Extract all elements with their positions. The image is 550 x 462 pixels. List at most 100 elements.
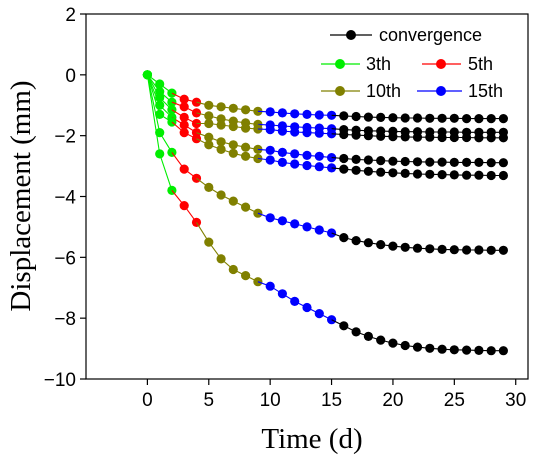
data-point-5th — [179, 102, 189, 112]
data-point-convergence — [412, 157, 423, 167]
data-point-convergence — [351, 130, 361, 140]
data-point-15th — [314, 151, 324, 161]
data-point-convergence — [363, 155, 373, 165]
data-point-convergence — [339, 164, 349, 174]
data-point-convergence — [388, 113, 398, 123]
data-point-convergence — [400, 132, 410, 142]
data-point-convergence — [425, 343, 435, 353]
data-point-10th — [241, 105, 251, 115]
data-point-15th — [327, 129, 337, 139]
data-point-10th — [241, 271, 251, 281]
data-point-5th — [191, 173, 202, 183]
legend-marker-5th — [436, 59, 446, 69]
data-point-5th — [179, 164, 189, 174]
data-point-convergence — [449, 345, 459, 355]
data-point-convergence — [400, 242, 410, 252]
displacement-curve-3 — [142, 70, 508, 143]
data-point-10th — [204, 140, 214, 150]
data-point-3th — [155, 109, 165, 119]
data-point-15th — [265, 107, 275, 117]
data-point-convergence — [462, 345, 472, 355]
data-point-15th — [290, 127, 300, 137]
legend-label-3th: 3th — [366, 54, 391, 74]
data-point-convergence — [486, 158, 496, 168]
data-point-convergence — [449, 170, 459, 180]
data-point-convergence — [388, 241, 398, 251]
data-point-convergence — [462, 114, 472, 124]
data-point-15th — [277, 108, 287, 118]
data-point-convergence — [412, 243, 423, 253]
legend-label-5th: 5th — [468, 54, 493, 74]
data-point-convergence — [376, 156, 386, 166]
x-tick-label: 0 — [142, 390, 153, 411]
data-point-convergence — [425, 169, 435, 179]
data-point-15th — [277, 147, 287, 157]
y-tick-label: −8 — [54, 309, 76, 330]
y-axis-title: Displacement (mm) — [5, 80, 37, 311]
data-point-10th — [253, 208, 263, 218]
data-point-convergence — [425, 244, 435, 254]
data-point-3th — [155, 79, 165, 89]
data-point-15th — [290, 219, 300, 229]
legend: convergence 3th 5th 10th 15th — [321, 25, 503, 101]
data-point-convergence — [351, 111, 361, 122]
data-point-convergence — [498, 158, 508, 168]
data-point-5th — [191, 134, 202, 144]
data-point-convergence — [339, 111, 349, 121]
data-point-10th — [228, 148, 238, 158]
data-point-convergence — [486, 346, 496, 356]
data-point-convergence — [400, 113, 410, 123]
legend-marker-3th — [335, 59, 345, 69]
data-point-convergence — [462, 132, 472, 143]
data-point-convergence — [388, 338, 398, 348]
data-point-convergence — [462, 170, 472, 180]
legend-label-15th: 15th — [468, 81, 503, 101]
data-point-3th — [155, 149, 165, 159]
data-point-convergence — [437, 244, 447, 254]
data-point-convergence — [486, 133, 496, 143]
data-point-15th — [290, 109, 300, 119]
data-point-15th — [314, 225, 324, 235]
data-point-convergence — [376, 112, 386, 122]
data-point-convergence — [388, 168, 398, 178]
data-point-5th — [179, 128, 189, 138]
data-point-convergence — [339, 129, 349, 140]
data-point-15th — [290, 296, 300, 306]
data-point-convergence — [376, 131, 386, 141]
y-tick-label: 0 — [65, 66, 76, 87]
data-point-10th — [216, 120, 226, 130]
data-point-convergence — [400, 340, 410, 351]
data-point-15th — [265, 213, 275, 223]
data-point-5th — [179, 120, 189, 130]
data-point-convergence — [339, 321, 349, 331]
data-point-convergence — [474, 114, 484, 124]
data-point-convergence — [437, 157, 447, 167]
data-point-convergence — [449, 113, 459, 123]
data-point-convergence — [474, 170, 484, 180]
data-point-10th — [241, 123, 251, 133]
data-point-10th — [228, 121, 238, 132]
data-point-5th — [179, 94, 189, 104]
data-point-convergence — [363, 131, 373, 141]
data-point-15th — [290, 159, 300, 169]
data-point-convergence — [412, 169, 423, 179]
data-point-convergence — [400, 168, 410, 178]
data-point-10th — [241, 151, 251, 161]
x-tick-label: 30 — [505, 390, 526, 411]
data-point-convergence — [425, 113, 435, 123]
plot-area — [142, 70, 508, 356]
data-point-10th — [228, 264, 238, 275]
data-point-convergence — [425, 157, 435, 167]
data-point-convergence — [474, 245, 484, 255]
data-point-convergence — [351, 165, 361, 175]
data-point-10th — [204, 100, 214, 110]
data-point-15th — [302, 302, 312, 313]
data-point-convergence — [351, 236, 361, 246]
data-point-convergence — [376, 167, 386, 177]
data-point-10th — [204, 111, 214, 121]
data-point-convergence — [339, 153, 349, 164]
data-point-convergence — [437, 344, 447, 354]
legend-marker-15th — [436, 86, 446, 96]
data-point-10th — [216, 254, 226, 264]
